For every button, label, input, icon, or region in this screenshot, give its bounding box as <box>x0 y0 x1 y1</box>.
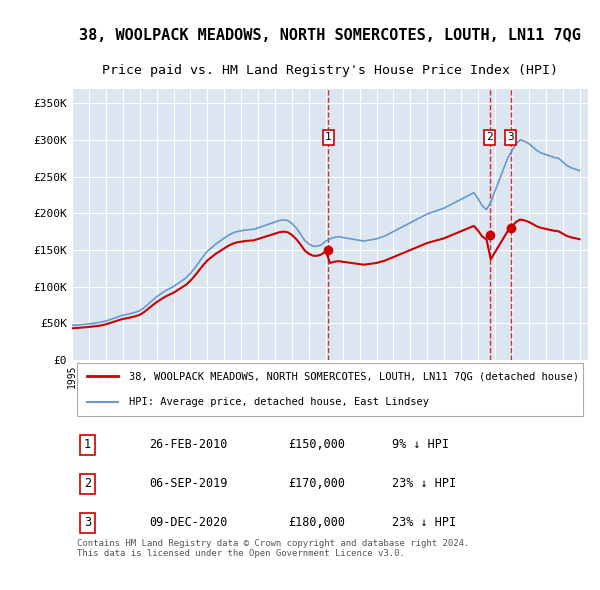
Text: 38, WOOLPACK MEADOWS, NORTH SOMERCOTES, LOUTH, LN11 7QG: 38, WOOLPACK MEADOWS, NORTH SOMERCOTES, … <box>79 28 581 43</box>
Text: 9% ↓ HPI: 9% ↓ HPI <box>392 438 449 451</box>
FancyBboxPatch shape <box>77 363 583 416</box>
Text: 3: 3 <box>84 516 91 529</box>
Text: Contains HM Land Registry data © Crown copyright and database right 2024.
This d: Contains HM Land Registry data © Crown c… <box>77 539 470 558</box>
Text: 3: 3 <box>508 132 514 142</box>
Text: HPI: Average price, detached house, East Lindsey: HPI: Average price, detached house, East… <box>129 398 429 407</box>
Text: 2: 2 <box>84 477 91 490</box>
Text: 06-SEP-2019: 06-SEP-2019 <box>149 477 228 490</box>
Text: 1: 1 <box>84 438 91 451</box>
Text: £180,000: £180,000 <box>289 516 346 529</box>
Text: 1: 1 <box>325 132 332 142</box>
Text: Price paid vs. HM Land Registry's House Price Index (HPI): Price paid vs. HM Land Registry's House … <box>102 64 558 77</box>
Text: £150,000: £150,000 <box>289 438 346 451</box>
Text: 23% ↓ HPI: 23% ↓ HPI <box>392 516 456 529</box>
Text: 23% ↓ HPI: 23% ↓ HPI <box>392 477 456 490</box>
Text: £170,000: £170,000 <box>289 477 346 490</box>
Text: 26-FEB-2010: 26-FEB-2010 <box>149 438 228 451</box>
Text: 2: 2 <box>486 132 493 142</box>
Text: 38, WOOLPACK MEADOWS, NORTH SOMERCOTES, LOUTH, LN11 7QG (detached house): 38, WOOLPACK MEADOWS, NORTH SOMERCOTES, … <box>129 372 579 381</box>
Text: 09-DEC-2020: 09-DEC-2020 <box>149 516 228 529</box>
